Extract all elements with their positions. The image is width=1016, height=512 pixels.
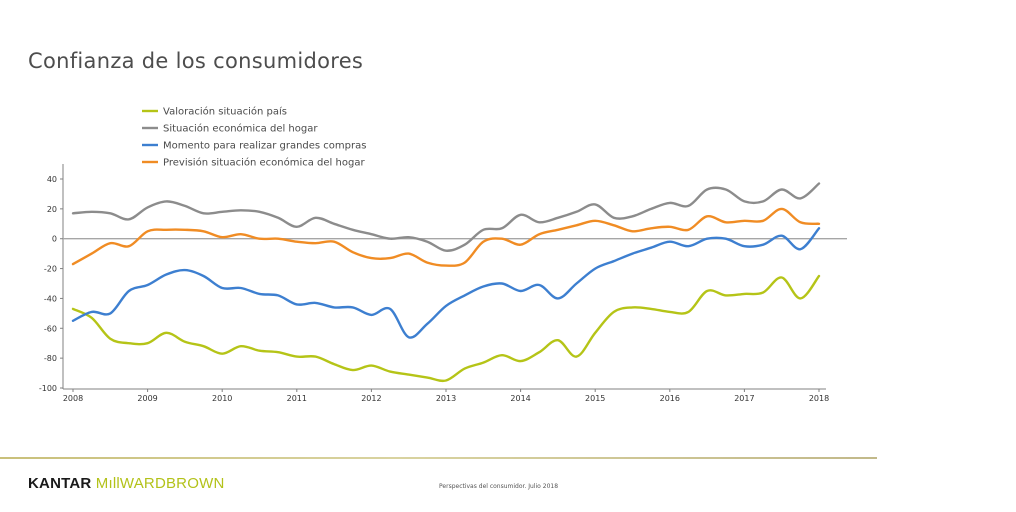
x-tick-label: 2014 <box>510 394 530 403</box>
legend-label: Previsión situación económica del hogar <box>163 157 365 169</box>
x-tick-label: 2018 <box>809 394 829 403</box>
series-line-3 <box>71 227 821 339</box>
y-tick-label: 20 <box>47 205 57 214</box>
x-tick-label: 2010 <box>212 394 232 403</box>
legend-label: Situación económica del hogar <box>163 123 318 135</box>
brand-logo-part1: KANTAR <box>28 475 96 492</box>
chart-legend: Valoración situación país Situación econó… <box>142 106 366 169</box>
page-title: Confianza de los consumidores <box>28 49 364 73</box>
x-tick-label: 2013 <box>436 394 456 403</box>
x-tick-label: 2012 <box>361 394 381 403</box>
series-line-1 <box>71 274 821 383</box>
y-tick-label: 40 <box>47 175 57 184</box>
x-tick-label: 2009 <box>137 394 157 403</box>
brand-logo-part2: MıllWARDBROWN <box>95 475 225 492</box>
y-tick-label: -40 <box>44 294 57 303</box>
series-line-4 <box>71 207 821 267</box>
chart-series <box>71 182 821 383</box>
y-tick-label: -20 <box>44 265 57 274</box>
x-tick-label: 2015 <box>585 394 605 403</box>
legend-label: Valoración situación país <box>163 106 287 118</box>
chart-axes: 40 20 0 -20 -40 -60 -80 -100 2008 2009 2010 2011 201… <box>39 164 847 403</box>
x-tick-label: 2011 <box>287 394 307 403</box>
x-tick-label: 2017 <box>734 394 754 403</box>
footer-note: Perspectivas del consumidor. Julio 2018 <box>439 483 559 490</box>
x-tick-label: 2016 <box>660 394 680 403</box>
footer-divider <box>0 457 877 459</box>
brand-logo: KANTAR MıllWARDBROWN <box>28 475 224 492</box>
legend-label: Momento para realizar grandes compras <box>163 141 366 152</box>
y-tick-label: 0 <box>52 235 57 244</box>
y-tick-label: -100 <box>39 384 57 393</box>
y-tick-label: -60 <box>44 324 57 333</box>
x-tick-label: 2008 <box>63 394 83 403</box>
y-tick-label: -80 <box>44 354 57 363</box>
series-line-2 <box>71 182 821 252</box>
